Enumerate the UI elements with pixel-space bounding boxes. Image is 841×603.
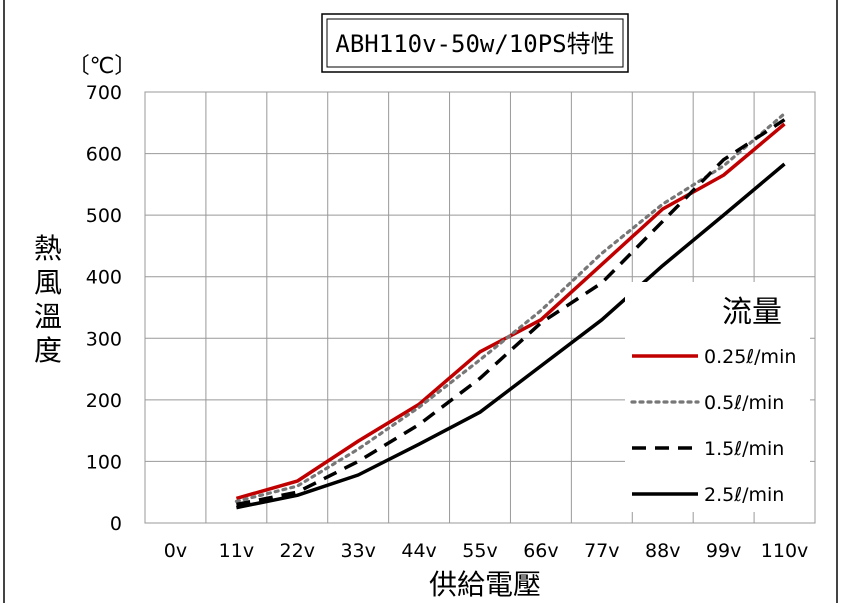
- legend-label: 2.5ℓ/min: [704, 484, 784, 506]
- y-tick-label: 400: [86, 267, 122, 289]
- x-tick-label: 11v: [219, 540, 254, 562]
- y-tick-label: 200: [86, 390, 122, 412]
- series-line-2: [236, 118, 786, 507]
- legend-label: 1.5ℓ/min: [704, 438, 784, 460]
- chart-title: ABH110v-50w/10PS特性: [335, 30, 614, 58]
- x-tick-label: 44v: [401, 540, 436, 562]
- y-tick-label: 100: [86, 451, 122, 473]
- series-lines: [234, 111, 787, 510]
- y-tick-labels: 0 100 200 300 400 500 600 700: [86, 82, 122, 535]
- legend-label: 0.25ℓ/min: [704, 346, 796, 368]
- y-tick-label: 500: [86, 205, 122, 227]
- x-tick-label: 77v: [584, 540, 619, 562]
- y-axis-label-char: 溫: [34, 300, 62, 333]
- x-tick-label: 0v: [164, 540, 187, 562]
- legend-title: 流量: [722, 295, 782, 330]
- x-tick-label: 99v: [706, 540, 741, 562]
- x-tick-label: 33v: [340, 540, 375, 562]
- x-tick-label: 55v: [462, 540, 497, 562]
- x-tick-label: 22v: [280, 540, 315, 562]
- y-tick-label: 300: [86, 328, 122, 350]
- x-tick-label: 110v: [761, 540, 809, 562]
- x-tick-labels: 0v 11v 22v 33v 44v 55v 66v 77v 88v 99v 110v: [164, 540, 809, 562]
- y-unit-label: 〔℃〕: [68, 54, 137, 79]
- legend: 流量 0.25ℓ/min 0.5ℓ/min 1.5ℓ/min 2.5ℓ/min: [625, 282, 810, 512]
- x-tick-label: 88v: [645, 540, 680, 562]
- y-tick-label: 700: [86, 82, 122, 104]
- x-tick-label: 66v: [523, 540, 558, 562]
- y-tick-label: 600: [86, 144, 122, 166]
- chart-title-box: ABH110v-50w/10PS特性: [321, 13, 629, 73]
- y-axis-label-char: 度: [34, 334, 62, 367]
- legend-label: 0.5ℓ/min: [704, 392, 784, 414]
- y-axis-label-char: 風: [34, 266, 62, 299]
- series-line-3: [236, 162, 786, 510]
- series-line-1: [234, 111, 787, 503]
- legend-box: [625, 282, 810, 512]
- x-axis-label: 供給電壓: [429, 568, 541, 601]
- y-tick-label: 0: [110, 513, 122, 535]
- y-axis-label-char: 熱: [34, 232, 62, 265]
